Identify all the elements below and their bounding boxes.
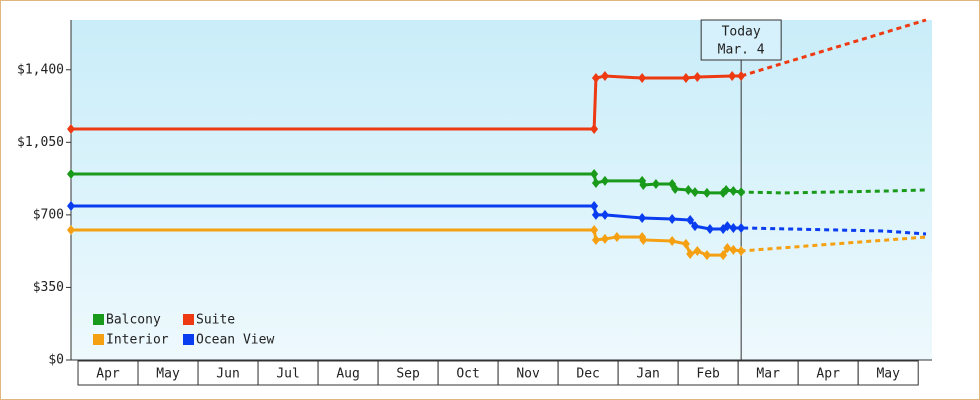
x-tick-label: Apr [96, 367, 120, 382]
x-tick-label: Aug [336, 367, 359, 382]
point [737, 187, 746, 198]
legend-swatch [183, 334, 194, 345]
x-tick-cell [797, 360, 859, 386]
point [600, 233, 609, 244]
point [723, 243, 732, 254]
y-tick-label: $0 [48, 353, 64, 368]
x-tick-label: Oct [456, 367, 479, 382]
point [600, 70, 609, 81]
point [729, 222, 738, 233]
point [668, 214, 677, 225]
point [737, 245, 746, 256]
x-tick-label: May [156, 367, 180, 382]
point [723, 221, 732, 232]
x-tick-label: Mar [756, 367, 780, 382]
x-tick-cell [257, 360, 319, 386]
x-tick-cell [317, 360, 379, 386]
x-tick-label: May [876, 367, 900, 382]
point [671, 183, 680, 194]
point [591, 177, 600, 188]
x-tick-label: Feb [696, 367, 720, 382]
point [67, 124, 75, 135]
point [67, 225, 75, 236]
point [719, 250, 728, 261]
x-tick-label: Nov [516, 367, 540, 382]
point [590, 169, 599, 180]
x-tick-cell [737, 360, 799, 386]
point [681, 238, 690, 249]
x-tick-label: Apr [816, 367, 840, 382]
point [591, 209, 600, 220]
legend-label: Ocean View [196, 333, 274, 348]
point [668, 236, 677, 246]
point [702, 250, 711, 261]
point [686, 215, 695, 226]
point [737, 70, 746, 81]
today-label: Mar. 4 [718, 43, 765, 58]
point [590, 124, 599, 135]
y-tick-label: $1,400 [17, 62, 64, 77]
x-tick-label: Jan [636, 367, 659, 382]
today-box [700, 19, 782, 61]
point [693, 72, 702, 83]
point [728, 70, 737, 81]
point [638, 212, 647, 223]
point [690, 187, 699, 198]
point [600, 175, 609, 186]
point [590, 225, 599, 236]
point [67, 200, 75, 211]
point [639, 234, 648, 245]
point [591, 234, 600, 245]
x-tick-label: Sep [396, 367, 420, 382]
x-tick-cell [137, 360, 199, 386]
point [612, 232, 621, 243]
point [590, 200, 599, 211]
y-tick-label: $1,050 [17, 135, 64, 150]
legend-label: Interior [106, 333, 169, 348]
legend-label: Balcony [106, 313, 161, 328]
point [67, 169, 75, 180]
x-tick-label: Dec [576, 367, 599, 382]
point [638, 73, 647, 84]
plot-area [71, 20, 932, 360]
point [600, 209, 609, 220]
point [702, 187, 711, 198]
point [686, 249, 695, 260]
x-tick-cell [617, 360, 679, 386]
x-tick-cell [197, 360, 259, 386]
legend-swatch [93, 334, 104, 345]
x-tick-label: Jun [216, 367, 239, 382]
point [729, 186, 738, 197]
y-tick-label: $350 [33, 280, 64, 295]
x-tick-label: Jul [276, 367, 299, 382]
point [639, 180, 648, 191]
series-line [71, 74, 742, 131]
point [591, 73, 600, 84]
point [651, 178, 660, 189]
legend-label: Suite [196, 313, 235, 328]
point [722, 185, 731, 195]
legend-swatch [93, 314, 104, 325]
point [681, 73, 690, 84]
x-tick-cell [77, 360, 139, 386]
x-tick-cell [497, 360, 559, 386]
point [693, 245, 702, 256]
point [705, 223, 714, 234]
y-tick-label: $700 [33, 207, 64, 222]
x-tick-cell [857, 360, 919, 386]
today-label: Today [722, 25, 761, 40]
point [684, 185, 693, 195]
point [737, 222, 746, 233]
legend-swatch [183, 314, 194, 325]
point [729, 244, 738, 255]
point [690, 221, 699, 232]
